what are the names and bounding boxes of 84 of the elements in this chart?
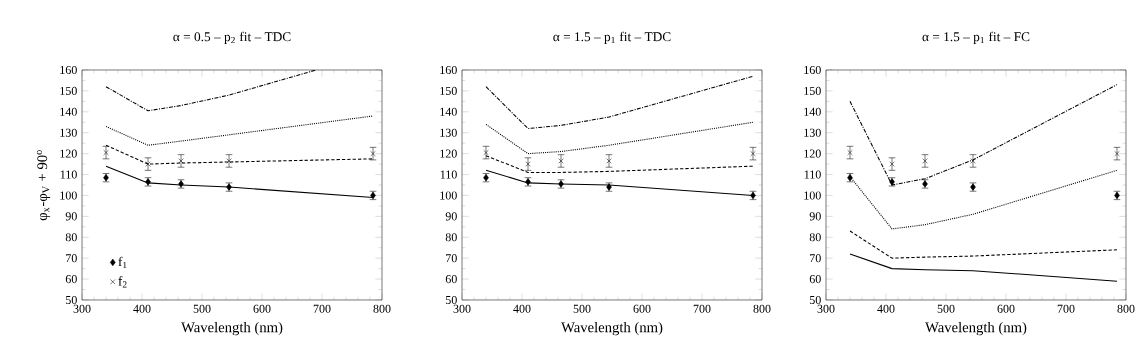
y-tick-label: 70 xyxy=(66,254,77,263)
y-tick-label: 140 xyxy=(804,107,821,116)
point xyxy=(226,158,232,164)
y-tick-label: 50 xyxy=(809,295,821,305)
x-tick-label: 600 xyxy=(633,304,651,313)
y-tick-label: 90 xyxy=(445,212,457,221)
point xyxy=(525,161,531,167)
y-tick-label: 100 xyxy=(440,191,457,200)
line-series xyxy=(105,115,374,146)
x-tick-label: 400 xyxy=(513,304,531,313)
line-series xyxy=(849,230,1118,259)
x-tick-label: 500 xyxy=(937,304,955,313)
x-tick-label: 700 xyxy=(1057,304,1075,313)
y-tick-label: 70 xyxy=(446,254,457,263)
point xyxy=(103,149,109,156)
y-tick-label: 150 xyxy=(804,86,821,95)
y-tick-label: 160 xyxy=(60,65,77,75)
y-tick-label: 60 xyxy=(65,275,77,284)
y-tick-label: 80 xyxy=(809,233,821,242)
y-tick-label: 90 xyxy=(65,212,77,221)
y-tick-label: 80 xyxy=(445,233,457,242)
point xyxy=(145,161,151,167)
point xyxy=(847,149,853,156)
point xyxy=(178,158,184,164)
point xyxy=(970,158,976,164)
x-tick-label: 800 xyxy=(753,304,771,313)
point xyxy=(1114,151,1120,157)
x-tick-label: 500 xyxy=(573,304,591,313)
x-tick-label: 300 xyxy=(817,304,835,313)
y-tick-label: 110 xyxy=(440,170,457,179)
y-tick-label: 150 xyxy=(440,86,457,95)
y-tick-label: 80 xyxy=(65,233,77,242)
x-axis-title: Wavelength (nm) xyxy=(925,321,1027,336)
y-tick-label: 150 xyxy=(60,86,77,95)
x-axis-title: Wavelength (nm) xyxy=(561,321,663,336)
point xyxy=(370,151,376,157)
legend-label: f$_{2}$ xyxy=(118,276,127,288)
x-tick-label: 800 xyxy=(373,304,391,313)
point xyxy=(922,158,928,164)
y-tick-label: 100 xyxy=(60,191,77,200)
line-series xyxy=(849,84,1118,186)
y-tick-label: 120 xyxy=(440,149,457,158)
x-tick-label: 300 xyxy=(73,304,91,313)
y-tick-label: 130 xyxy=(804,128,821,137)
y-tick-label: 160 xyxy=(804,65,821,75)
y-tick-label: 140 xyxy=(60,107,77,116)
y-tick-label: 110 xyxy=(804,170,821,179)
point xyxy=(750,151,756,157)
point xyxy=(483,149,489,156)
legend-label: f$_{1}$ xyxy=(118,256,127,269)
point xyxy=(558,158,564,164)
y-tick-label: 60 xyxy=(809,275,821,284)
y-tick-label: 90 xyxy=(809,212,821,221)
y-tick-label: 130 xyxy=(60,128,77,137)
x-tick-label: 700 xyxy=(313,304,331,313)
y-tick-label: 70 xyxy=(810,254,821,263)
x-axis-title: Wavelength (nm) xyxy=(181,321,283,336)
chart-title: α = 1.5 – p$_{1}$ fit – FC xyxy=(922,31,1030,44)
x-tick-label: 800 xyxy=(1117,304,1135,313)
line-series xyxy=(849,253,1118,282)
point xyxy=(889,161,895,167)
x-tick-label: 400 xyxy=(133,304,151,313)
x-tick-label: 600 xyxy=(253,304,271,313)
x-tick-label: 300 xyxy=(453,304,471,313)
x-tick-label: 500 xyxy=(193,304,211,313)
chart-title: α = 0.5 – p$_{2}$ fit – TDC xyxy=(173,31,291,44)
y-tick-label: 130 xyxy=(440,128,457,137)
y-tick-label: 140 xyxy=(440,107,457,116)
x-tick-label: 700 xyxy=(693,304,711,313)
line-series xyxy=(485,75,754,130)
y-tick-label: 120 xyxy=(804,149,821,158)
chart-title: α = 1.5 – p$_{1}$ fit – TDC xyxy=(553,31,671,44)
x-tick-label: 600 xyxy=(997,304,1015,313)
y-tick-label: 100 xyxy=(804,191,821,200)
y-tick-label: 50 xyxy=(445,295,457,305)
line-series xyxy=(485,121,754,155)
y-tick-label: 60 xyxy=(445,275,457,284)
y-axis-title: φ$_{x}$-φ$_{V}$ + 90$^{o}$ xyxy=(36,150,51,221)
x-tick-label: 400 xyxy=(877,304,895,313)
y-tick-label: 50 xyxy=(66,295,77,305)
point xyxy=(606,158,612,164)
y-tick-label: 110 xyxy=(60,170,77,179)
y-tick-label: 120 xyxy=(60,149,77,158)
y-tick-label: 160 xyxy=(440,65,457,75)
